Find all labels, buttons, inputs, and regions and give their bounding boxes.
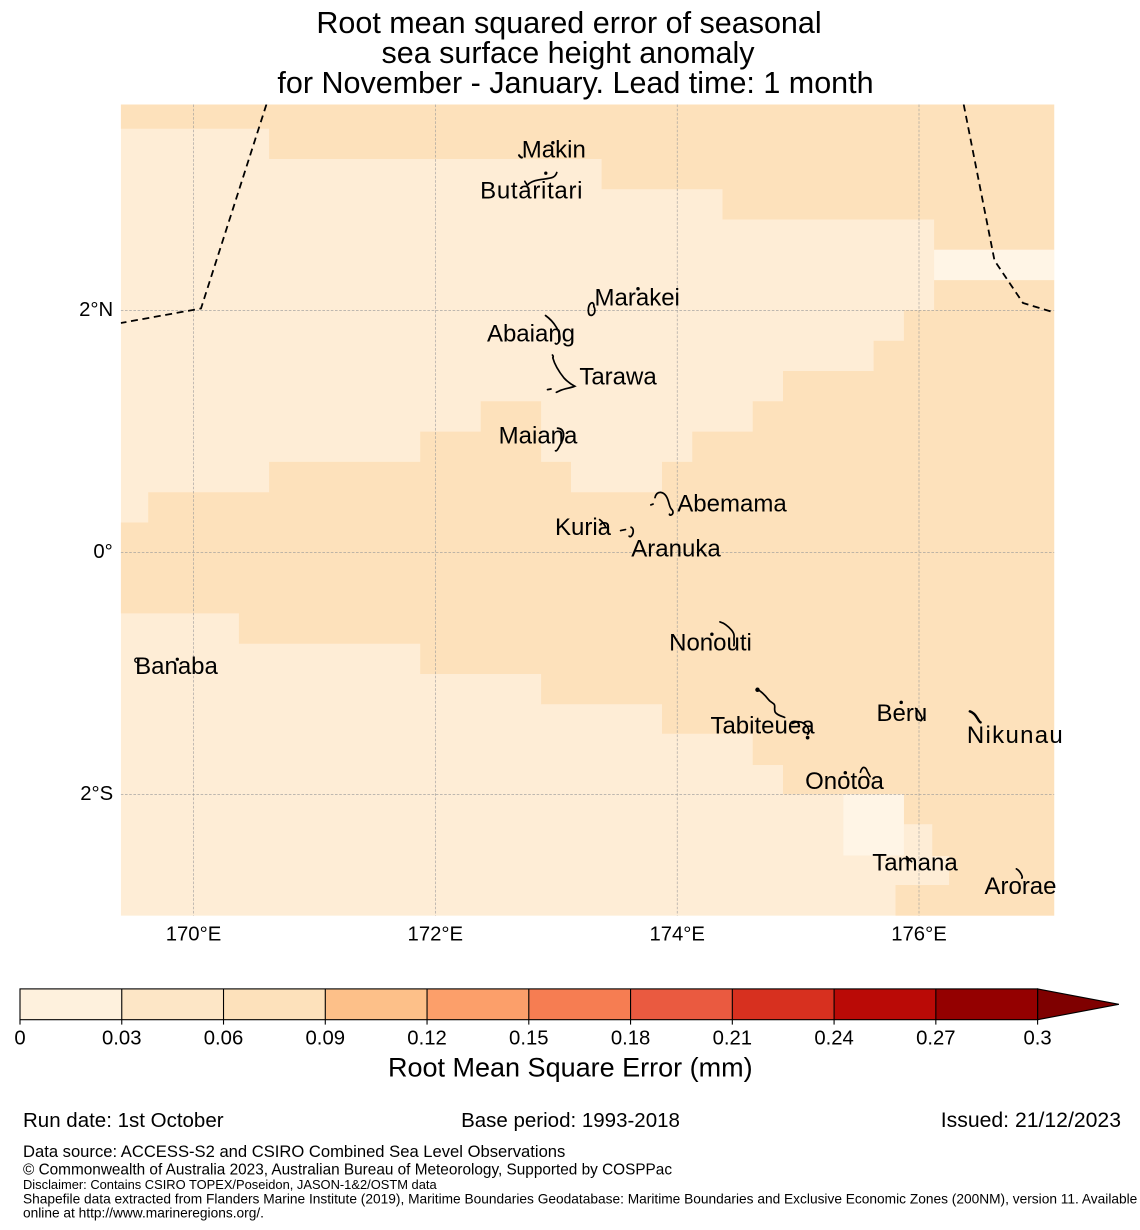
svg-text:sea surface height anomaly: sea surface height anomaly xyxy=(382,36,756,70)
svg-text:© Commonwealth of Australia 20: © Commonwealth of Australia 2023, Austra… xyxy=(23,1162,672,1179)
svg-text:Shapefile data extracted from: Shapefile data extracted from Flanders M… xyxy=(23,1192,1138,1207)
svg-text:0.09: 0.09 xyxy=(306,1028,345,1050)
svg-text:0.3: 0.3 xyxy=(1023,1028,1051,1050)
svg-text:0: 0 xyxy=(14,1028,25,1050)
svg-text:0.06: 0.06 xyxy=(204,1028,243,1050)
svg-text:Tarawa: Tarawa xyxy=(579,364,657,391)
svg-text:Base period: 1993-2018: Base period: 1993-2018 xyxy=(461,1109,680,1132)
svg-text:170°E: 170°E xyxy=(166,923,221,945)
svg-text:2°N: 2°N xyxy=(79,299,113,321)
svg-text:Kuria: Kuria xyxy=(555,514,612,541)
svg-text:Tabiteuea: Tabiteuea xyxy=(710,713,815,740)
svg-text:172°E: 172°E xyxy=(408,923,463,945)
svg-text:Issued: 21/12/2023: Issued: 21/12/2023 xyxy=(941,1109,1121,1132)
svg-text:for November - January. Lead t: for November - January. Lead time: 1 mon… xyxy=(277,66,873,100)
svg-text:0°: 0° xyxy=(93,541,112,563)
svg-text:Abemama: Abemama xyxy=(677,491,787,518)
svg-text:Abaiang: Abaiang xyxy=(487,321,575,348)
svg-text:Root Mean Square Error (mm): Root Mean Square Error (mm) xyxy=(388,1053,753,1083)
svg-text:0.15: 0.15 xyxy=(509,1028,548,1050)
svg-text:2°S: 2°S xyxy=(80,783,113,805)
svg-text:Maiana: Maiana xyxy=(499,423,578,450)
svg-text:Banaba: Banaba xyxy=(135,653,218,680)
svg-text:Run date: 1st October: Run date: 1st October xyxy=(23,1109,224,1132)
svg-text:0.03: 0.03 xyxy=(102,1028,141,1050)
svg-text:Disclaimer: Contains CSIRO TOP: Disclaimer: Contains CSIRO TOPEX/Poseido… xyxy=(23,1177,437,1192)
svg-text:Aranuka: Aranuka xyxy=(631,536,721,563)
svg-text:0.18: 0.18 xyxy=(611,1028,650,1050)
svg-text:Nikunau: Nikunau xyxy=(967,722,1064,749)
svg-text:Root mean squared error of sea: Root mean squared error of seasonal xyxy=(316,6,821,40)
svg-text:Nonouti: Nonouti xyxy=(669,630,752,657)
svg-text:online at http://www.marinereg: online at http://www.marineregions.org/. xyxy=(23,1206,264,1221)
svg-text:Marakei: Marakei xyxy=(595,284,680,311)
svg-text:Data source: ACCESS-S2 and CSI: Data source: ACCESS-S2 and CSIRO Combine… xyxy=(23,1142,565,1161)
svg-text:Arorae: Arorae xyxy=(984,873,1056,900)
svg-text:0.27: 0.27 xyxy=(916,1028,955,1050)
svg-text:Butaritari: Butaritari xyxy=(480,178,583,205)
svg-text:174°E: 174°E xyxy=(649,923,704,945)
svg-text:0.24: 0.24 xyxy=(814,1028,853,1050)
svg-text:0.21: 0.21 xyxy=(713,1028,752,1050)
svg-text:Makin: Makin xyxy=(522,137,586,164)
svg-text:0.12: 0.12 xyxy=(407,1028,446,1050)
svg-text:Onotoa: Onotoa xyxy=(805,768,884,795)
svg-text:176°E: 176°E xyxy=(891,923,946,945)
svg-text:Tamana: Tamana xyxy=(872,850,958,877)
svg-text:Beru: Beru xyxy=(877,700,928,727)
